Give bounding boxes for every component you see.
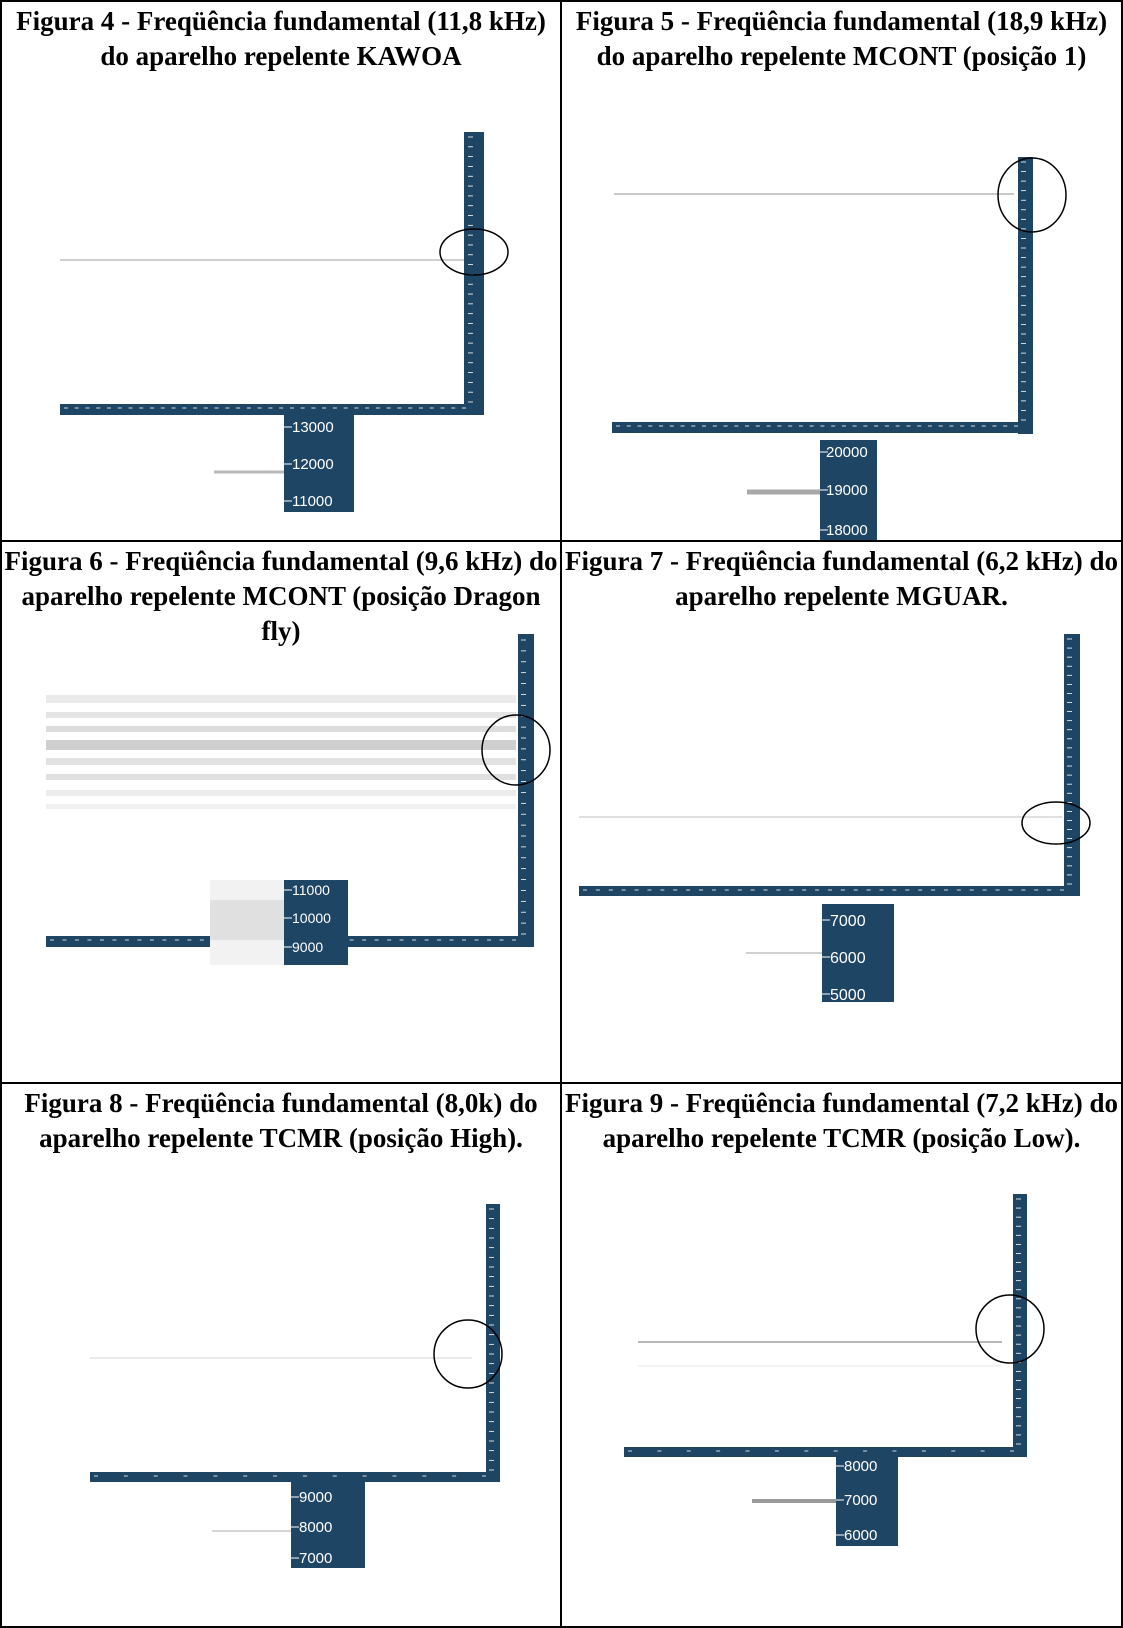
figure-6-zoom-tick-1: 10000: [292, 910, 331, 926]
figure-7-zoom-tick-1: 6000: [830, 950, 866, 967]
figure-7-cell: Figura 7 - Freqüência fundamental (6,2 k…: [560, 540, 1123, 1084]
figure-6-zoom-tick-0: 11000: [292, 882, 330, 898]
figure-8-cell: Figura 8 - Freqüência fundamental (8,0k)…: [0, 1082, 562, 1628]
figure-7-zoom-tick-2: 5000: [830, 987, 866, 1004]
figure-5-caption: Figura 5 - Freqüência fundamental (18,9 …: [575, 6, 1108, 71]
figure-6-cell: Figura 6 - Freqüência fundamental (9,6 k…: [0, 540, 562, 1084]
figure-6-zoom-tick-2: 9000: [292, 939, 323, 955]
figure-4-zoom-tick-1: 12000: [292, 456, 334, 473]
figure-6-caption: Figura 6 - Freqüência fundamental (9,6 k…: [4, 546, 558, 646]
figure-5-zoom-tick-1: 19000: [826, 482, 868, 499]
figure-9-caption: Figura 9 - Freqüência fundamental (7,2 k…: [565, 1088, 1118, 1153]
figure-5-cell: Figura 5 - Freqüência fundamental (18,9 …: [560, 0, 1123, 542]
figure-5-zoom-tick-0: 20000: [826, 444, 868, 461]
figure-7-caption: Figura 7 - Freqüência fundamental (6,2 k…: [565, 546, 1118, 611]
figure-9-spectrogram: 8000 7000 6000: [624, 1194, 1045, 1546]
figure-8-zoom-tick-1: 8000: [299, 1519, 332, 1536]
figure-9-zoom-tick-0: 8000: [844, 1458, 877, 1475]
figure-9-cell: Figura 9 - Freqüência fundamental (7,2 k…: [560, 1082, 1123, 1628]
figure-6-spectrogram: 11000 10000 9000: [46, 634, 551, 965]
figure-5-zoom-tick-2: 18000: [826, 522, 868, 539]
figure-4-cell: Figura 4 - Freqüência fundamental (11,8 …: [0, 0, 562, 542]
figure-4-caption: Figura 4 - Freqüência fundamental (11,8 …: [16, 6, 546, 71]
figure-7-spectrogram: 7000 6000 5000: [579, 634, 1091, 1004]
figure-4-zoom-tick-2: 11000: [292, 493, 333, 510]
figure-8-zoom-tick-2: 7000: [299, 1550, 332, 1567]
figure-8-spectrogram: 9000 8000 7000: [90, 1204, 503, 1568]
figure-7-zoom-tick-0: 7000: [830, 913, 866, 930]
figure-4-spectrogram: 13000 12000 11000: [60, 132, 509, 512]
figure-8-caption: Figura 8 - Freqüência fundamental (8,0k)…: [24, 1088, 538, 1153]
figure-5-spectrogram: 20000 19000 18000: [612, 157, 1067, 542]
figure-9-zoom-tick-2: 6000: [844, 1527, 877, 1544]
figure-9-zoom-tick-1: 7000: [844, 1492, 877, 1509]
figure-8-zoom-tick-0: 9000: [299, 1489, 332, 1506]
figure-4-zoom-tick-0: 13000: [292, 419, 334, 436]
